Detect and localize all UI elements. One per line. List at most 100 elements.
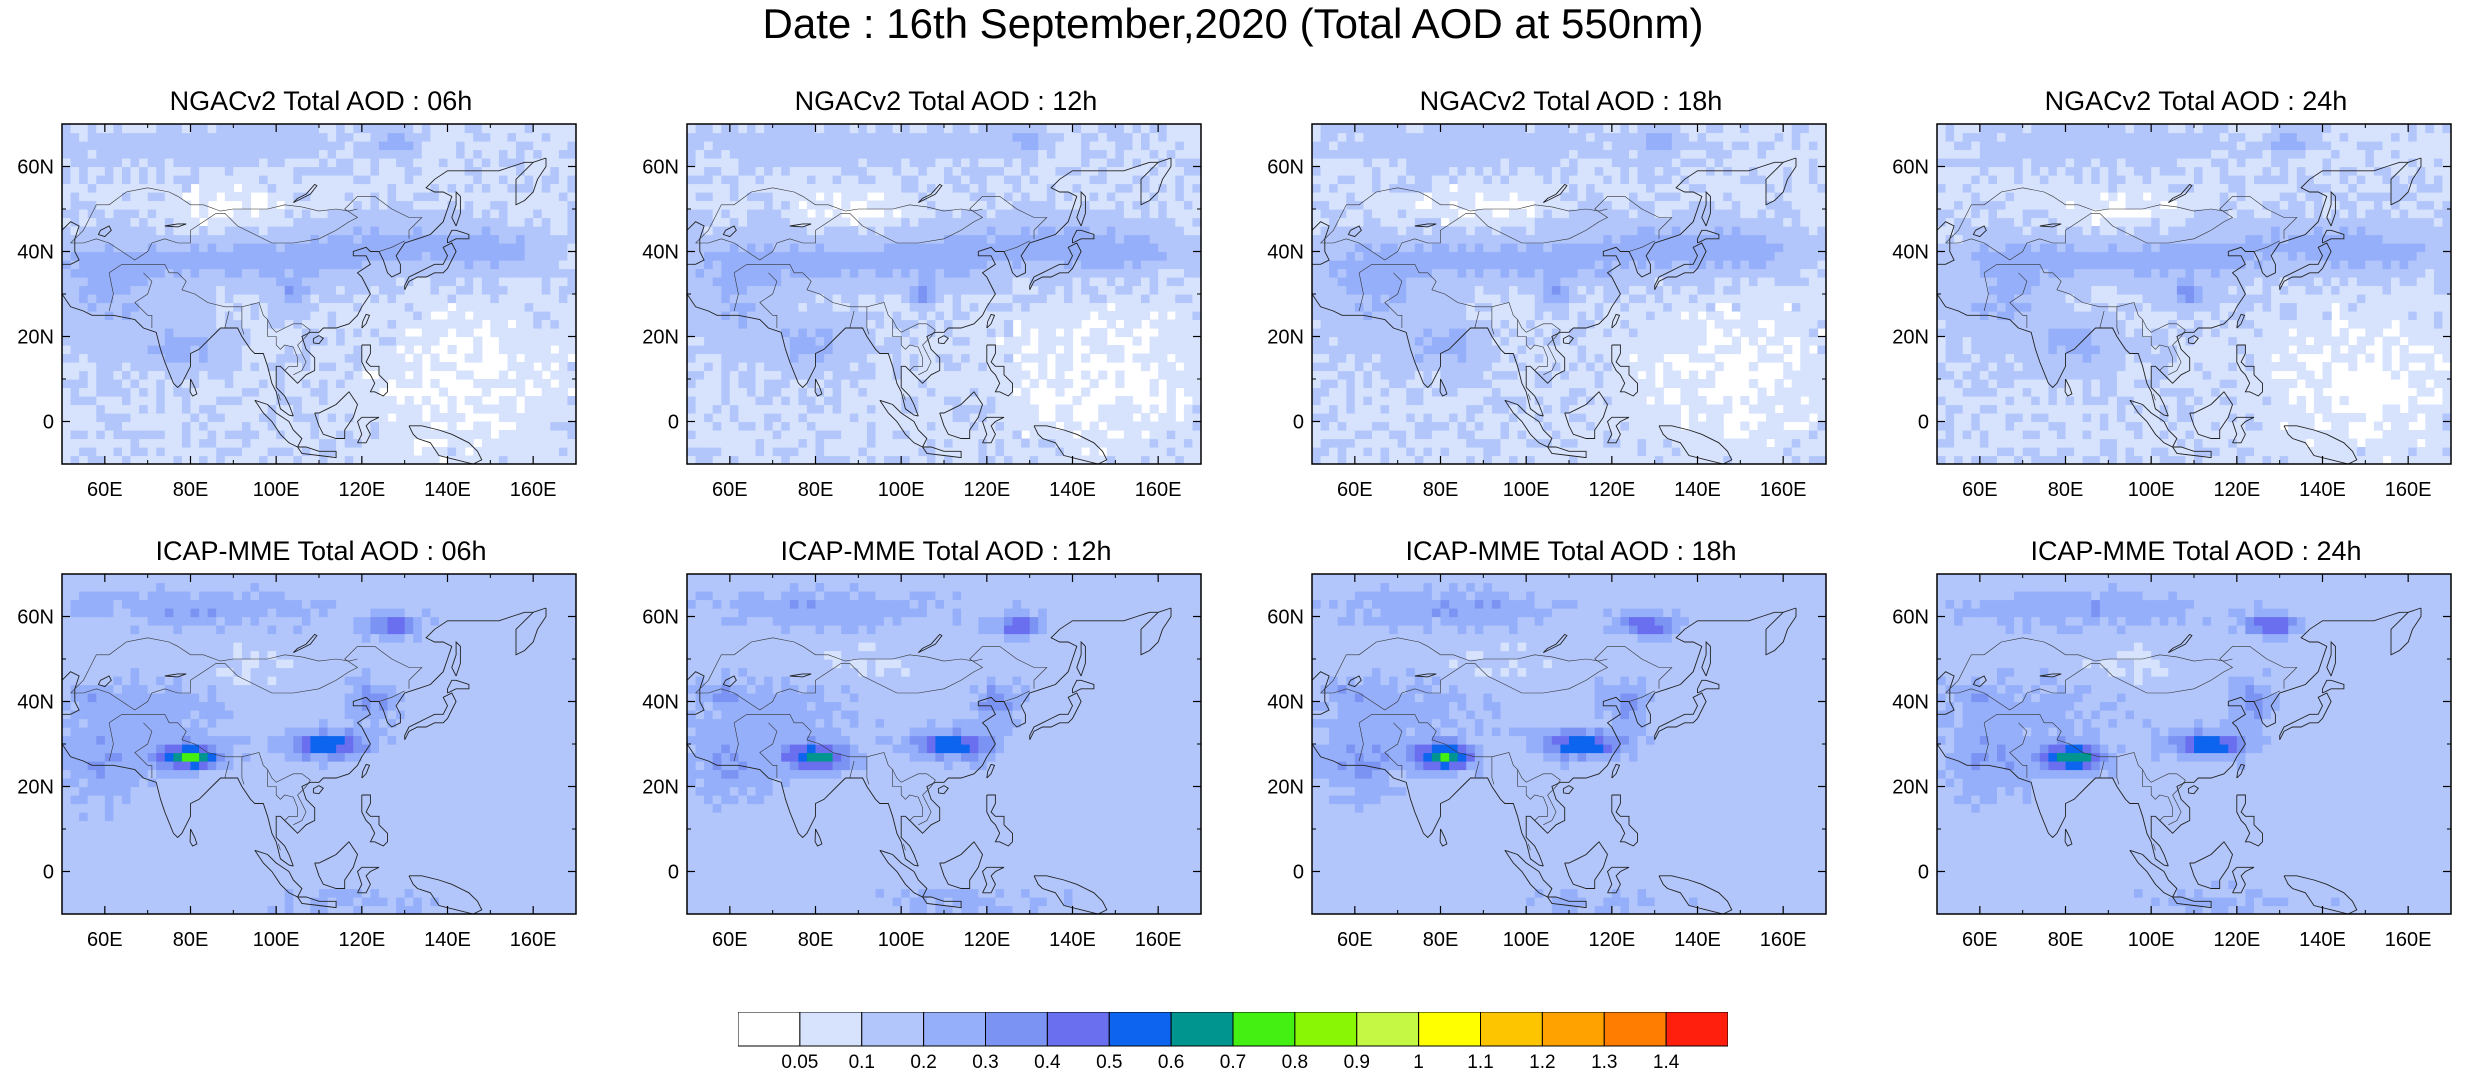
- lon-tick-label: 80E: [2048, 929, 2084, 951]
- lat-tick-label: 20N: [17, 777, 54, 799]
- lon-tick-label: 120E: [338, 929, 385, 951]
- lon-tick-label: 80E: [173, 929, 209, 951]
- aod-field: [687, 574, 1202, 915]
- lon-tick-label: 160E: [1760, 479, 1807, 501]
- colorbar-swatch: [1357, 1012, 1419, 1046]
- lon-tick-label: 60E: [87, 929, 123, 951]
- lat-tick-label: 20N: [17, 327, 54, 349]
- lon-tick-label: 60E: [1962, 929, 1998, 951]
- lat-tick-label: 40N: [1267, 242, 1304, 264]
- lon-tick-label: 100E: [253, 929, 300, 951]
- lon-tick-label: 80E: [1423, 479, 1459, 501]
- lat-tick-label: 20N: [1892, 777, 1929, 799]
- lat-tick-label: 40N: [1892, 692, 1929, 714]
- aod-field: [1312, 574, 1827, 915]
- aod-field: [687, 124, 1202, 465]
- lon-tick-label: 80E: [1423, 929, 1459, 951]
- lon-tick-label: 160E: [2385, 929, 2432, 951]
- lon-tick-label: 140E: [1049, 929, 1096, 951]
- map-plot: 60N 40N 20N 0 60E 80E 100E 120E 140E 160E: [1250, 122, 1830, 502]
- colorbar-swatch: [1295, 1012, 1357, 1046]
- lon-tick-label: 140E: [2299, 929, 2346, 951]
- lon-tick-label: 120E: [1588, 479, 1635, 501]
- lon-tick-label: 80E: [798, 929, 834, 951]
- colorbar-swatch: [1171, 1012, 1233, 1046]
- lat-tick-label: 60N: [17, 157, 54, 179]
- lon-tick-label: 160E: [510, 479, 557, 501]
- lon-tick-label: 80E: [798, 479, 834, 501]
- lon-tick-label: 60E: [712, 929, 748, 951]
- lon-tick-label: 100E: [2128, 929, 2175, 951]
- lat-tick-label: 60N: [642, 157, 679, 179]
- colorbar-swatch: [1047, 1012, 1109, 1046]
- lon-tick-label: 140E: [2299, 479, 2346, 501]
- lon-tick-label: 140E: [1674, 929, 1721, 951]
- lat-tick-label: 20N: [1267, 777, 1304, 799]
- aod-field: [1937, 124, 2452, 465]
- panel-title: ICAP-MME Total AOD : 24h: [1875, 536, 2455, 566]
- panel-title: ICAP-MME Total AOD : 18h: [1250, 536, 1830, 566]
- lat-tick-label: 20N: [642, 327, 679, 349]
- colorbar-swatch: [738, 1012, 800, 1046]
- aod-field: [62, 574, 577, 915]
- colorbar-swatches: [738, 1012, 1728, 1048]
- lon-tick-label: 100E: [253, 479, 300, 501]
- lat-tick-label: 60N: [17, 607, 54, 629]
- lat-tick-label: 40N: [1267, 692, 1304, 714]
- colorbar-swatch: [1604, 1012, 1666, 1046]
- colorbar-swatch: [1419, 1012, 1481, 1046]
- lat-tick-label: 40N: [642, 242, 679, 264]
- lat-tick-label: 0: [668, 862, 679, 884]
- lon-tick-label: 100E: [878, 929, 925, 951]
- lat-tick-label: 0: [43, 412, 54, 434]
- lon-tick-label: 140E: [424, 479, 471, 501]
- panel-title: ICAP-MME Total AOD : 12h: [625, 536, 1205, 566]
- aod-field: [1312, 124, 1827, 465]
- lat-tick-label: 0: [1918, 862, 1929, 884]
- lon-tick-label: 60E: [712, 479, 748, 501]
- lon-tick-label: 160E: [2385, 479, 2432, 501]
- lon-tick-label: 120E: [1588, 929, 1635, 951]
- lon-tick-label: 100E: [1503, 929, 1550, 951]
- panel-title: NGACv2 Total AOD : 06h: [0, 86, 580, 116]
- lon-tick-label: 120E: [963, 929, 1010, 951]
- lon-tick-label: 100E: [1503, 479, 1550, 501]
- map-panel-ngac-18: NGACv2 Total AOD : 18h 60N 40N 20N 0 60E 80E 10…: [1250, 86, 1830, 536]
- lat-tick-label: 20N: [1267, 327, 1304, 349]
- lon-tick-label: 60E: [1962, 479, 1998, 501]
- lon-tick-label: 160E: [1135, 479, 1182, 501]
- lat-tick-label: 40N: [642, 692, 679, 714]
- lon-tick-label: 60E: [87, 479, 123, 501]
- lat-tick-label: 60N: [1267, 157, 1304, 179]
- lon-tick-label: 100E: [2128, 479, 2175, 501]
- colorbar-swatch: [986, 1012, 1048, 1046]
- colorbar-swatch: [1542, 1012, 1604, 1046]
- panel-title: NGACv2 Total AOD : 18h: [1250, 86, 1830, 116]
- lat-tick-label: 60N: [1267, 607, 1304, 629]
- lat-tick-label: 20N: [1892, 327, 1929, 349]
- lon-tick-label: 140E: [1674, 479, 1721, 501]
- colorbar-swatch: [1109, 1012, 1171, 1046]
- colorbar-swatch: [862, 1012, 924, 1046]
- lat-tick-label: 60N: [1892, 157, 1929, 179]
- map-panel-icap-24: ICAP-MME Total AOD : 24h 60N 40N 20N 0 60E 80E…: [1875, 536, 2455, 986]
- colorbar-swatch: [1666, 1012, 1728, 1046]
- lon-tick-label: 120E: [963, 479, 1010, 501]
- lon-tick-label: 80E: [2048, 479, 2084, 501]
- lat-tick-label: 60N: [1892, 607, 1929, 629]
- lon-tick-label: 60E: [1337, 479, 1373, 501]
- colorbar-swatch: [1233, 1012, 1295, 1046]
- lat-tick-label: 0: [668, 412, 679, 434]
- lat-tick-label: 0: [1293, 412, 1304, 434]
